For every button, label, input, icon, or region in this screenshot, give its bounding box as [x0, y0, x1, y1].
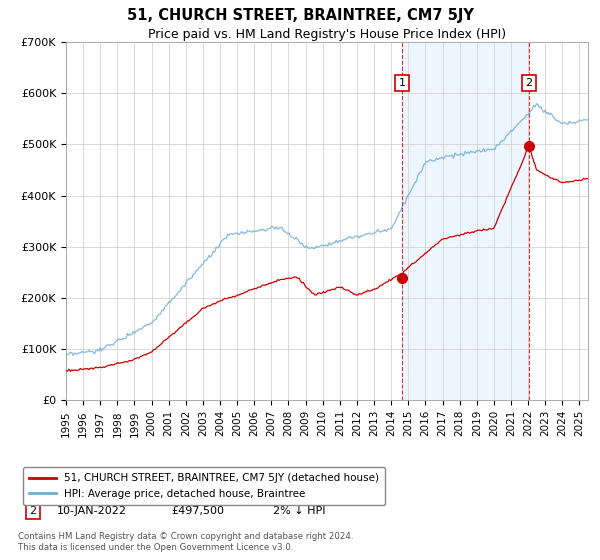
Text: £497,500: £497,500 [171, 506, 224, 516]
Text: £240,000: £240,000 [171, 488, 224, 498]
Bar [402, 42, 529, 400]
Text: 10-JAN-2022: 10-JAN-2022 [57, 506, 127, 516]
Text: 32% ↓ HPI: 32% ↓ HPI [273, 488, 332, 498]
Text: 21-AUG-2014: 21-AUG-2014 [57, 488, 131, 498]
Text: 51, CHURCH STREET, BRAINTREE, CM7 5JY: 51, CHURCH STREET, BRAINTREE, CM7 5JY [127, 8, 473, 24]
Text: 2% ↓ HPI: 2% ↓ HPI [273, 506, 325, 516]
Text: 2: 2 [29, 506, 37, 516]
Text: 1: 1 [398, 78, 406, 88]
Legend: 51, CHURCH STREET, BRAINTREE, CM7 5JY (detached house), HPI: Average price, deta: 51, CHURCH STREET, BRAINTREE, CM7 5JY (d… [23, 467, 385, 505]
Text: Contains HM Land Registry data © Crown copyright and database right 2024.
This d: Contains HM Land Registry data © Crown c… [18, 532, 353, 552]
Title: Price paid vs. HM Land Registry's House Price Index (HPI): Price paid vs. HM Land Registry's House … [148, 28, 506, 41]
Text: 2: 2 [525, 78, 532, 88]
Text: 1: 1 [29, 488, 37, 498]
